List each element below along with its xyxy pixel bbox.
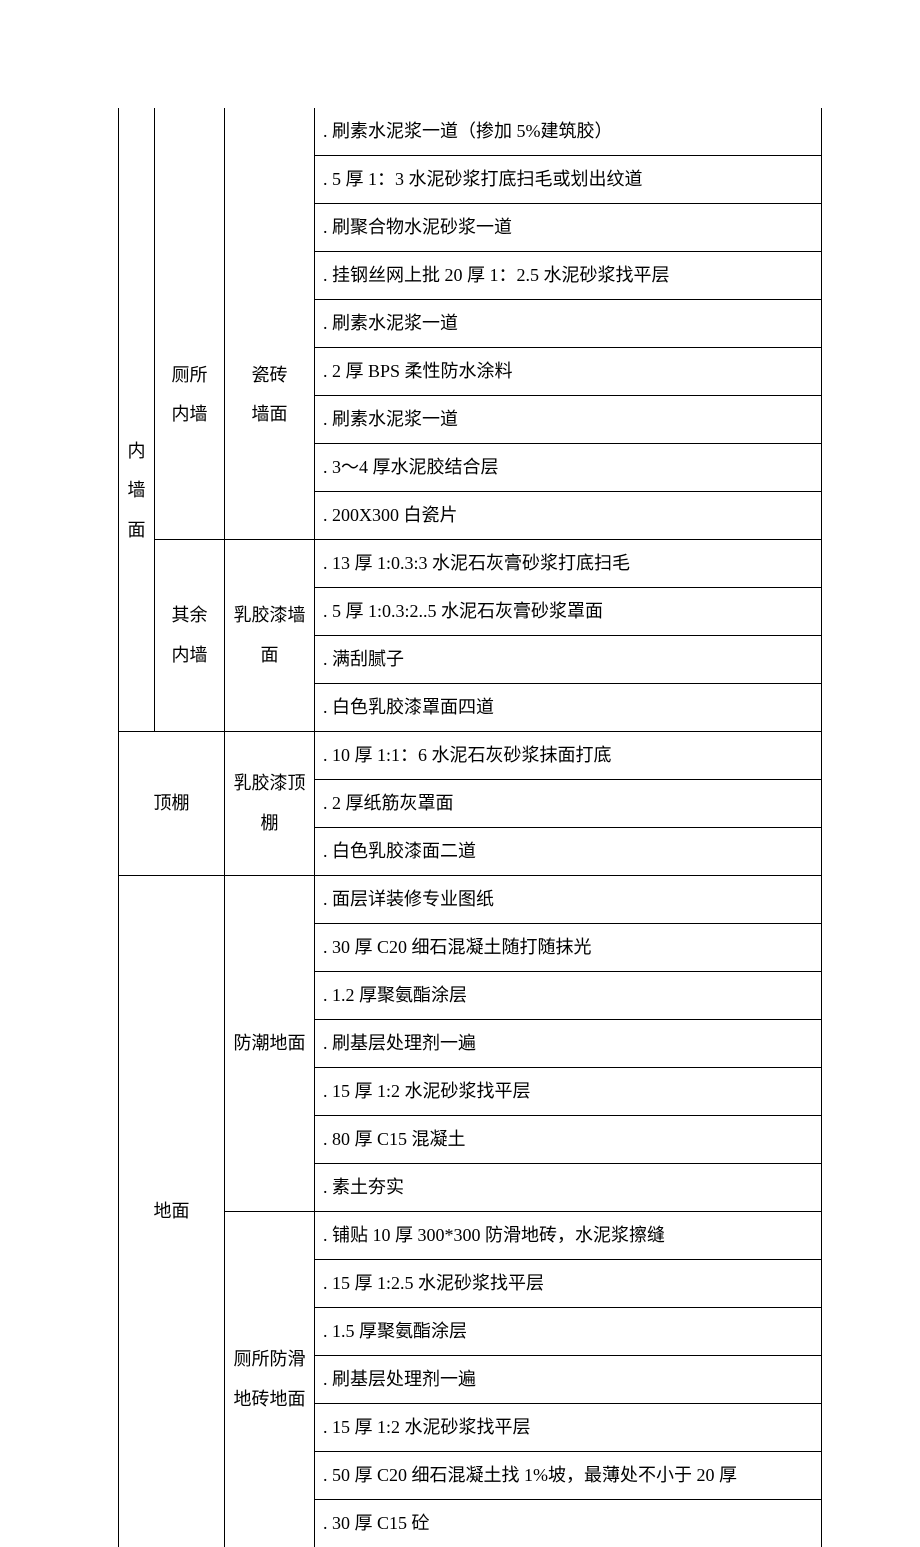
item-text: . 满刮腻子 [315, 636, 821, 683]
item-text: . 1.2 厚聚氨酯涂层 [315, 972, 821, 1019]
item-text: . 30 厚 C20 细石混凝土随打随抹光 [315, 924, 821, 971]
desc-cell: . 满刮腻子 [315, 636, 822, 684]
item-text: . 白色乳胶漆面二道 [315, 828, 821, 875]
type-cell: 厕所防滑地砖地面 [225, 1212, 315, 1547]
cat-cell: 内墙面 [119, 252, 155, 732]
item-text: . 5 厚 1：3 水泥砂浆打底扫毛或划出纹道 [315, 156, 821, 203]
table-row: 地面 防潮地面 . 面层详装修专业图纸 [119, 876, 822, 924]
item-text: . 面层详装修专业图纸 [315, 876, 821, 923]
item-text: . 刷素水泥浆一道 [315, 396, 821, 443]
item-text: . 刷基层处理剂一遍 [315, 1356, 821, 1403]
desc-cell: . 刷基层处理剂一遍 [315, 1356, 822, 1404]
cat-cell: 地面 [119, 876, 225, 1547]
item-text: . 3～4 厚水泥胶结合层 [315, 444, 821, 491]
item-text: . 80 厚 C15 混凝土 [315, 1116, 821, 1163]
desc-cell: . 3～4 厚水泥胶结合层 [315, 444, 822, 492]
item-text: . 200X300 白瓷片 [315, 492, 821, 539]
desc-cell: . 挂钢丝网上批 20 厚 1：2.5 水泥砂浆找平层 [315, 252, 822, 300]
cat-label: 顶棚 [119, 780, 224, 828]
desc-cell: . 5 厚 1:0.3:2..5 水泥石灰膏砂浆罩面 [315, 588, 822, 636]
desc-cell: . 刷聚合物水泥砂浆一道 [315, 204, 822, 252]
desc-cell: . 80 厚 C15 混凝土 [315, 1116, 822, 1164]
item-text: . 30 厚 C15 砼 [315, 1500, 821, 1547]
item-text: . 铺贴 10 厚 300*300 防滑地砖，水泥浆擦缝 [315, 1212, 821, 1259]
desc-cell: . 刷素水泥浆一道 [315, 396, 822, 444]
item-text: . 15 厚 1:2 水泥砂浆找平层 [315, 1068, 821, 1115]
desc-cell: . 刷素水泥浆一道 [315, 300, 822, 348]
desc-cell: . 素土夯实 [315, 1164, 822, 1212]
desc-cell: . 15 厚 1:2 水泥砂浆找平层 [315, 1068, 822, 1116]
desc-cell: . 2 厚纸筋灰罩面 [315, 780, 822, 828]
item-text: . 5 厚 1:0.3:2..5 水泥石灰膏砂浆罩面 [315, 588, 821, 635]
type-label: 防潮地面 [225, 1020, 314, 1068]
item-text: . 刷聚合物水泥砂浆一道 [315, 204, 821, 251]
desc-cell: . 面层详装修专业图纸 [315, 876, 822, 924]
table-row: . 刷素水泥浆一道（掺加 5%建筑胶） [119, 108, 822, 156]
type-label: 乳胶漆顶棚 [225, 760, 314, 847]
desc-cell: . 2 厚 BPS 柔性防水涂料 [315, 348, 822, 396]
type-cell: 瓷砖墙面 [225, 252, 315, 540]
item-text: . 刷素水泥浆一道（掺加 5%建筑胶） [315, 108, 821, 155]
desc-cell: . 5 厚 1：3 水泥砂浆打底扫毛或划出纹道 [315, 156, 822, 204]
desc-cell: . 30 厚 C15 砼 [315, 1500, 822, 1547]
item-text: . 刷素水泥浆一道 [315, 300, 821, 347]
desc-cell: . 30 厚 C20 细石混凝土随打随抹光 [315, 924, 822, 972]
item-text: . 10 厚 1:1：6 水泥石灰砂浆抹面打底 [315, 732, 821, 779]
table-row: 其余内墙 乳胶漆墙面 . 13 厚 1:0.3:3 水泥石灰膏砂浆打底扫毛 [119, 540, 822, 588]
desc-cell: . 50 厚 C20 细石混凝土找 1%坡，最薄处不小于 20 厚 [315, 1452, 822, 1500]
desc-cell: . 白色乳胶漆面二道 [315, 828, 822, 876]
desc-cell: . 1.2 厚聚氨酯涂层 [315, 972, 822, 1020]
item-text: . 2 厚 BPS 柔性防水涂料 [315, 348, 821, 395]
desc-cell: . 1.5 厚聚氨酯涂层 [315, 1308, 822, 1356]
cat-cell [119, 108, 155, 252]
table-body: . 刷素水泥浆一道（掺加 5%建筑胶） . 5 厚 1：3 水泥砂浆打底扫毛或划… [119, 108, 822, 1547]
type-cell: 防潮地面 [225, 876, 315, 1212]
sub-cell [155, 108, 225, 252]
table-row: 厕所防滑地砖地面 . 铺贴 10 厚 300*300 防滑地砖，水泥浆擦缝 [119, 1212, 822, 1260]
type-label: 厕所防滑地砖地面 [225, 1336, 314, 1423]
desc-cell: . 铺贴 10 厚 300*300 防滑地砖，水泥浆擦缝 [315, 1212, 822, 1260]
item-text: . 2 厚纸筋灰罩面 [315, 780, 821, 827]
item-text: . 1.5 厚聚氨酯涂层 [315, 1308, 821, 1355]
type-label: 乳胶漆墙面 [225, 592, 314, 679]
construction-spec-table: . 刷素水泥浆一道（掺加 5%建筑胶） . 5 厚 1：3 水泥砂浆打底扫毛或划… [118, 108, 822, 1547]
desc-cell: . 白色乳胶漆罩面四道 [315, 684, 822, 732]
sub-label: 厕所内墙 [155, 352, 224, 439]
desc-cell: . 200X300 白瓷片 [315, 492, 822, 540]
table-row: 顶棚 乳胶漆顶棚 . 10 厚 1:1：6 水泥石灰砂浆抹面打底 [119, 732, 822, 780]
type-cell: 乳胶漆顶棚 [225, 732, 315, 876]
item-text: . 素土夯实 [315, 1164, 821, 1211]
sub-cell: 厕所内墙 [155, 252, 225, 540]
desc-cell: . 刷素水泥浆一道（掺加 5%建筑胶） [315, 108, 822, 156]
item-text: . 15 厚 1:2 水泥砂浆找平层 [315, 1404, 821, 1451]
sub-label: 其余内墙 [155, 592, 224, 679]
desc-cell: . 10 厚 1:1：6 水泥石灰砂浆抹面打底 [315, 732, 822, 780]
desc-cell: . 15 厚 1:2.5 水泥砂浆找平层 [315, 1260, 822, 1308]
desc-cell: . 13 厚 1:0.3:3 水泥石灰膏砂浆打底扫毛 [315, 540, 822, 588]
cat-cell: 顶棚 [119, 732, 225, 876]
desc-cell: . 15 厚 1:2 水泥砂浆找平层 [315, 1404, 822, 1452]
desc-cell: . 刷基层处理剂一遍 [315, 1020, 822, 1068]
item-text: . 50 厚 C20 细石混凝土找 1%坡，最薄处不小于 20 厚 [315, 1452, 821, 1499]
type-cell: 乳胶漆墙面 [225, 540, 315, 732]
table-row: 内墙面 厕所内墙 瓷砖墙面 . 挂钢丝网上批 20 厚 1：2.5 水泥砂浆找平… [119, 252, 822, 300]
item-text: . 刷基层处理剂一遍 [315, 1020, 821, 1067]
item-text: . 13 厚 1:0.3:3 水泥石灰膏砂浆打底扫毛 [315, 540, 821, 587]
cat-label: 地面 [119, 1188, 224, 1236]
cat-label: 内墙面 [119, 428, 154, 555]
type-cell [225, 108, 315, 252]
type-label: 瓷砖墙面 [225, 352, 314, 439]
item-text: . 15 厚 1:2.5 水泥砂浆找平层 [315, 1260, 821, 1307]
item-text: . 挂钢丝网上批 20 厚 1：2.5 水泥砂浆找平层 [315, 252, 821, 299]
sub-cell: 其余内墙 [155, 540, 225, 732]
item-text: . 白色乳胶漆罩面四道 [315, 684, 821, 731]
